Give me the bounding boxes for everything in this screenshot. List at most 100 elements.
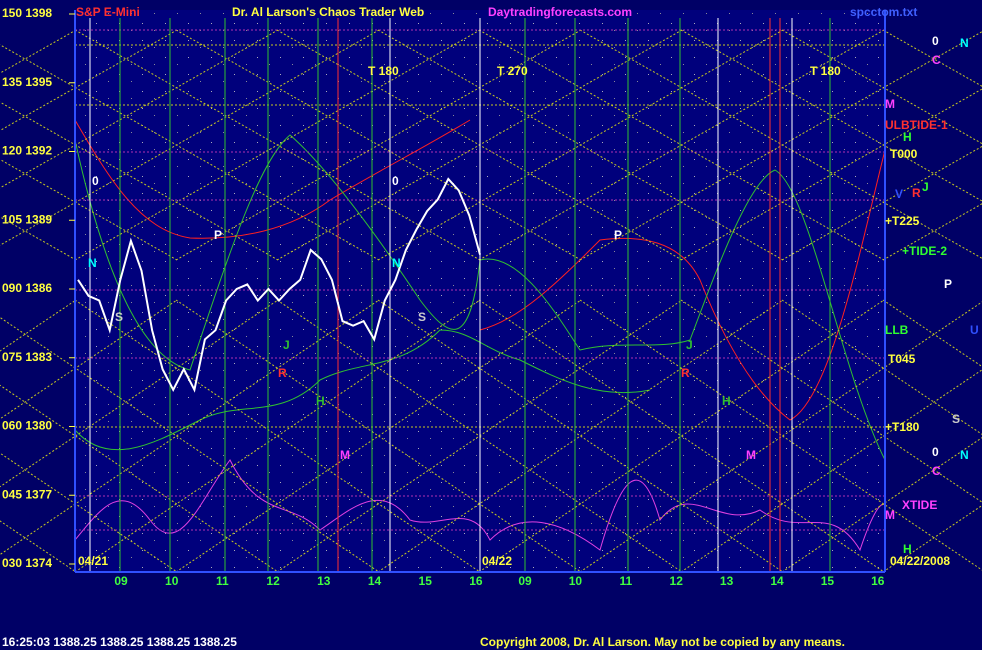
annotation: H xyxy=(722,394,731,408)
lattice-line xyxy=(377,299,784,573)
annotation: S xyxy=(418,310,426,324)
right-label: C xyxy=(932,464,941,478)
date-label: 04/21 xyxy=(78,554,108,568)
lattice-line xyxy=(781,29,982,145)
annotation: S xyxy=(115,310,123,324)
lattice-line xyxy=(781,437,982,573)
right-label: T045 xyxy=(888,352,916,366)
lattice-line xyxy=(276,299,683,573)
y-tick-label: 060 1380 xyxy=(2,419,52,433)
annotation: R xyxy=(278,366,287,380)
x-tick-label: 10 xyxy=(569,574,583,588)
y-tick-label: 105 1389 xyxy=(2,212,52,226)
price-line xyxy=(77,177,481,393)
right-label: 0 xyxy=(932,34,939,48)
x-tick-label: 13 xyxy=(720,574,734,588)
site: Daytradingforecasts.com xyxy=(488,5,632,19)
chart-title: Dr. Al Larson's Chaos Trader Web xyxy=(232,5,424,19)
x-tick-label: 14 xyxy=(770,574,784,588)
annotation: M xyxy=(746,448,756,462)
lattice-line xyxy=(0,158,178,261)
right-label: C xyxy=(932,53,941,67)
lattice-line xyxy=(74,29,481,261)
x-tick-label: 15 xyxy=(419,574,433,588)
lattice-line xyxy=(175,299,582,573)
lattice-line xyxy=(478,299,885,573)
lattice-line xyxy=(0,216,77,261)
x-tick-label: 12 xyxy=(670,574,684,588)
copyright: Copyright 2008, Dr. Al Larson. May not b… xyxy=(480,635,845,649)
lattice-line xyxy=(579,301,982,573)
right-label: V xyxy=(895,187,903,201)
decoration xyxy=(0,18,982,573)
annotation: M xyxy=(340,448,350,462)
y-tick-label: 045 1377 xyxy=(2,487,52,501)
lattice-line xyxy=(882,29,982,87)
right-label: J xyxy=(922,180,929,194)
annotation: T 180 xyxy=(368,64,399,78)
annotation: N xyxy=(88,256,97,270)
right-label: H xyxy=(903,542,912,556)
x-tick-label: 11 xyxy=(216,574,229,588)
right-label: +T180 xyxy=(885,420,920,434)
y-tick-label: 030 1374 xyxy=(2,556,52,570)
annotation: N xyxy=(392,256,401,270)
right-label: S xyxy=(952,412,960,426)
x-tick-label: 16 xyxy=(469,574,483,588)
lattice-line xyxy=(74,299,481,573)
annotation: H xyxy=(316,394,325,408)
x-tick-label: 14 xyxy=(368,574,382,588)
file-name: spcctom.txt xyxy=(850,5,917,19)
lattice-line xyxy=(882,504,982,573)
lattice-line xyxy=(0,29,178,132)
lattice-line xyxy=(882,299,982,368)
right-label: +T225 xyxy=(885,214,920,228)
right-label: LLB xyxy=(885,323,909,337)
x-tick-label: 09 xyxy=(114,574,128,588)
annotation: P xyxy=(214,228,222,242)
x-tick-label: 12 xyxy=(266,574,280,588)
lattice-line xyxy=(781,145,982,261)
lattice-line xyxy=(0,29,77,74)
right-label: +TIDE-2 xyxy=(902,244,947,258)
y-tick-label: 135 1395 xyxy=(2,75,52,89)
right-label: M xyxy=(885,508,895,522)
y-tick-label: 090 1386 xyxy=(2,281,52,295)
x-tick-label: 15 xyxy=(821,574,835,588)
annotation: T 270 xyxy=(497,64,528,78)
lattice-line xyxy=(377,299,784,573)
right-label: H xyxy=(903,130,912,144)
annotation: 0 xyxy=(392,174,399,188)
date-label: 04/22/2008 xyxy=(890,554,950,568)
right-label: N xyxy=(960,36,969,50)
annotation: 0 xyxy=(92,174,99,188)
lattice-line xyxy=(882,203,982,261)
right-label: XTIDE xyxy=(902,498,937,512)
x-tick-label: 13 xyxy=(317,574,331,588)
right-label: 0 xyxy=(932,445,939,459)
date-label: 04/22 xyxy=(482,554,512,568)
right-label: ULBTIDE-1 xyxy=(885,118,948,132)
x-tick-label: 16 xyxy=(871,574,885,588)
lattice-line xyxy=(579,31,982,261)
y-tick-label: 150 1398 xyxy=(2,6,52,20)
lattice-line xyxy=(781,299,982,435)
lattice-line xyxy=(0,29,380,246)
x-tick-label: 10 xyxy=(165,574,179,588)
right-label: M xyxy=(885,97,895,111)
lattice-line xyxy=(0,299,380,556)
lattice-line xyxy=(478,29,885,261)
symbol: S&P E-Mini xyxy=(76,5,140,19)
lattice-line xyxy=(0,316,380,573)
lattice-line xyxy=(276,299,683,573)
lattice-line xyxy=(175,29,582,261)
lattice-line xyxy=(175,299,582,573)
y-tick-label: 120 1392 xyxy=(2,144,52,158)
y-tick-label: 075 1383 xyxy=(2,350,52,364)
lattice-line xyxy=(74,299,481,573)
right-label: P xyxy=(944,277,952,291)
lattice-line xyxy=(680,299,982,503)
x-tick-label: 11 xyxy=(619,574,632,588)
right-label: N xyxy=(960,448,969,462)
